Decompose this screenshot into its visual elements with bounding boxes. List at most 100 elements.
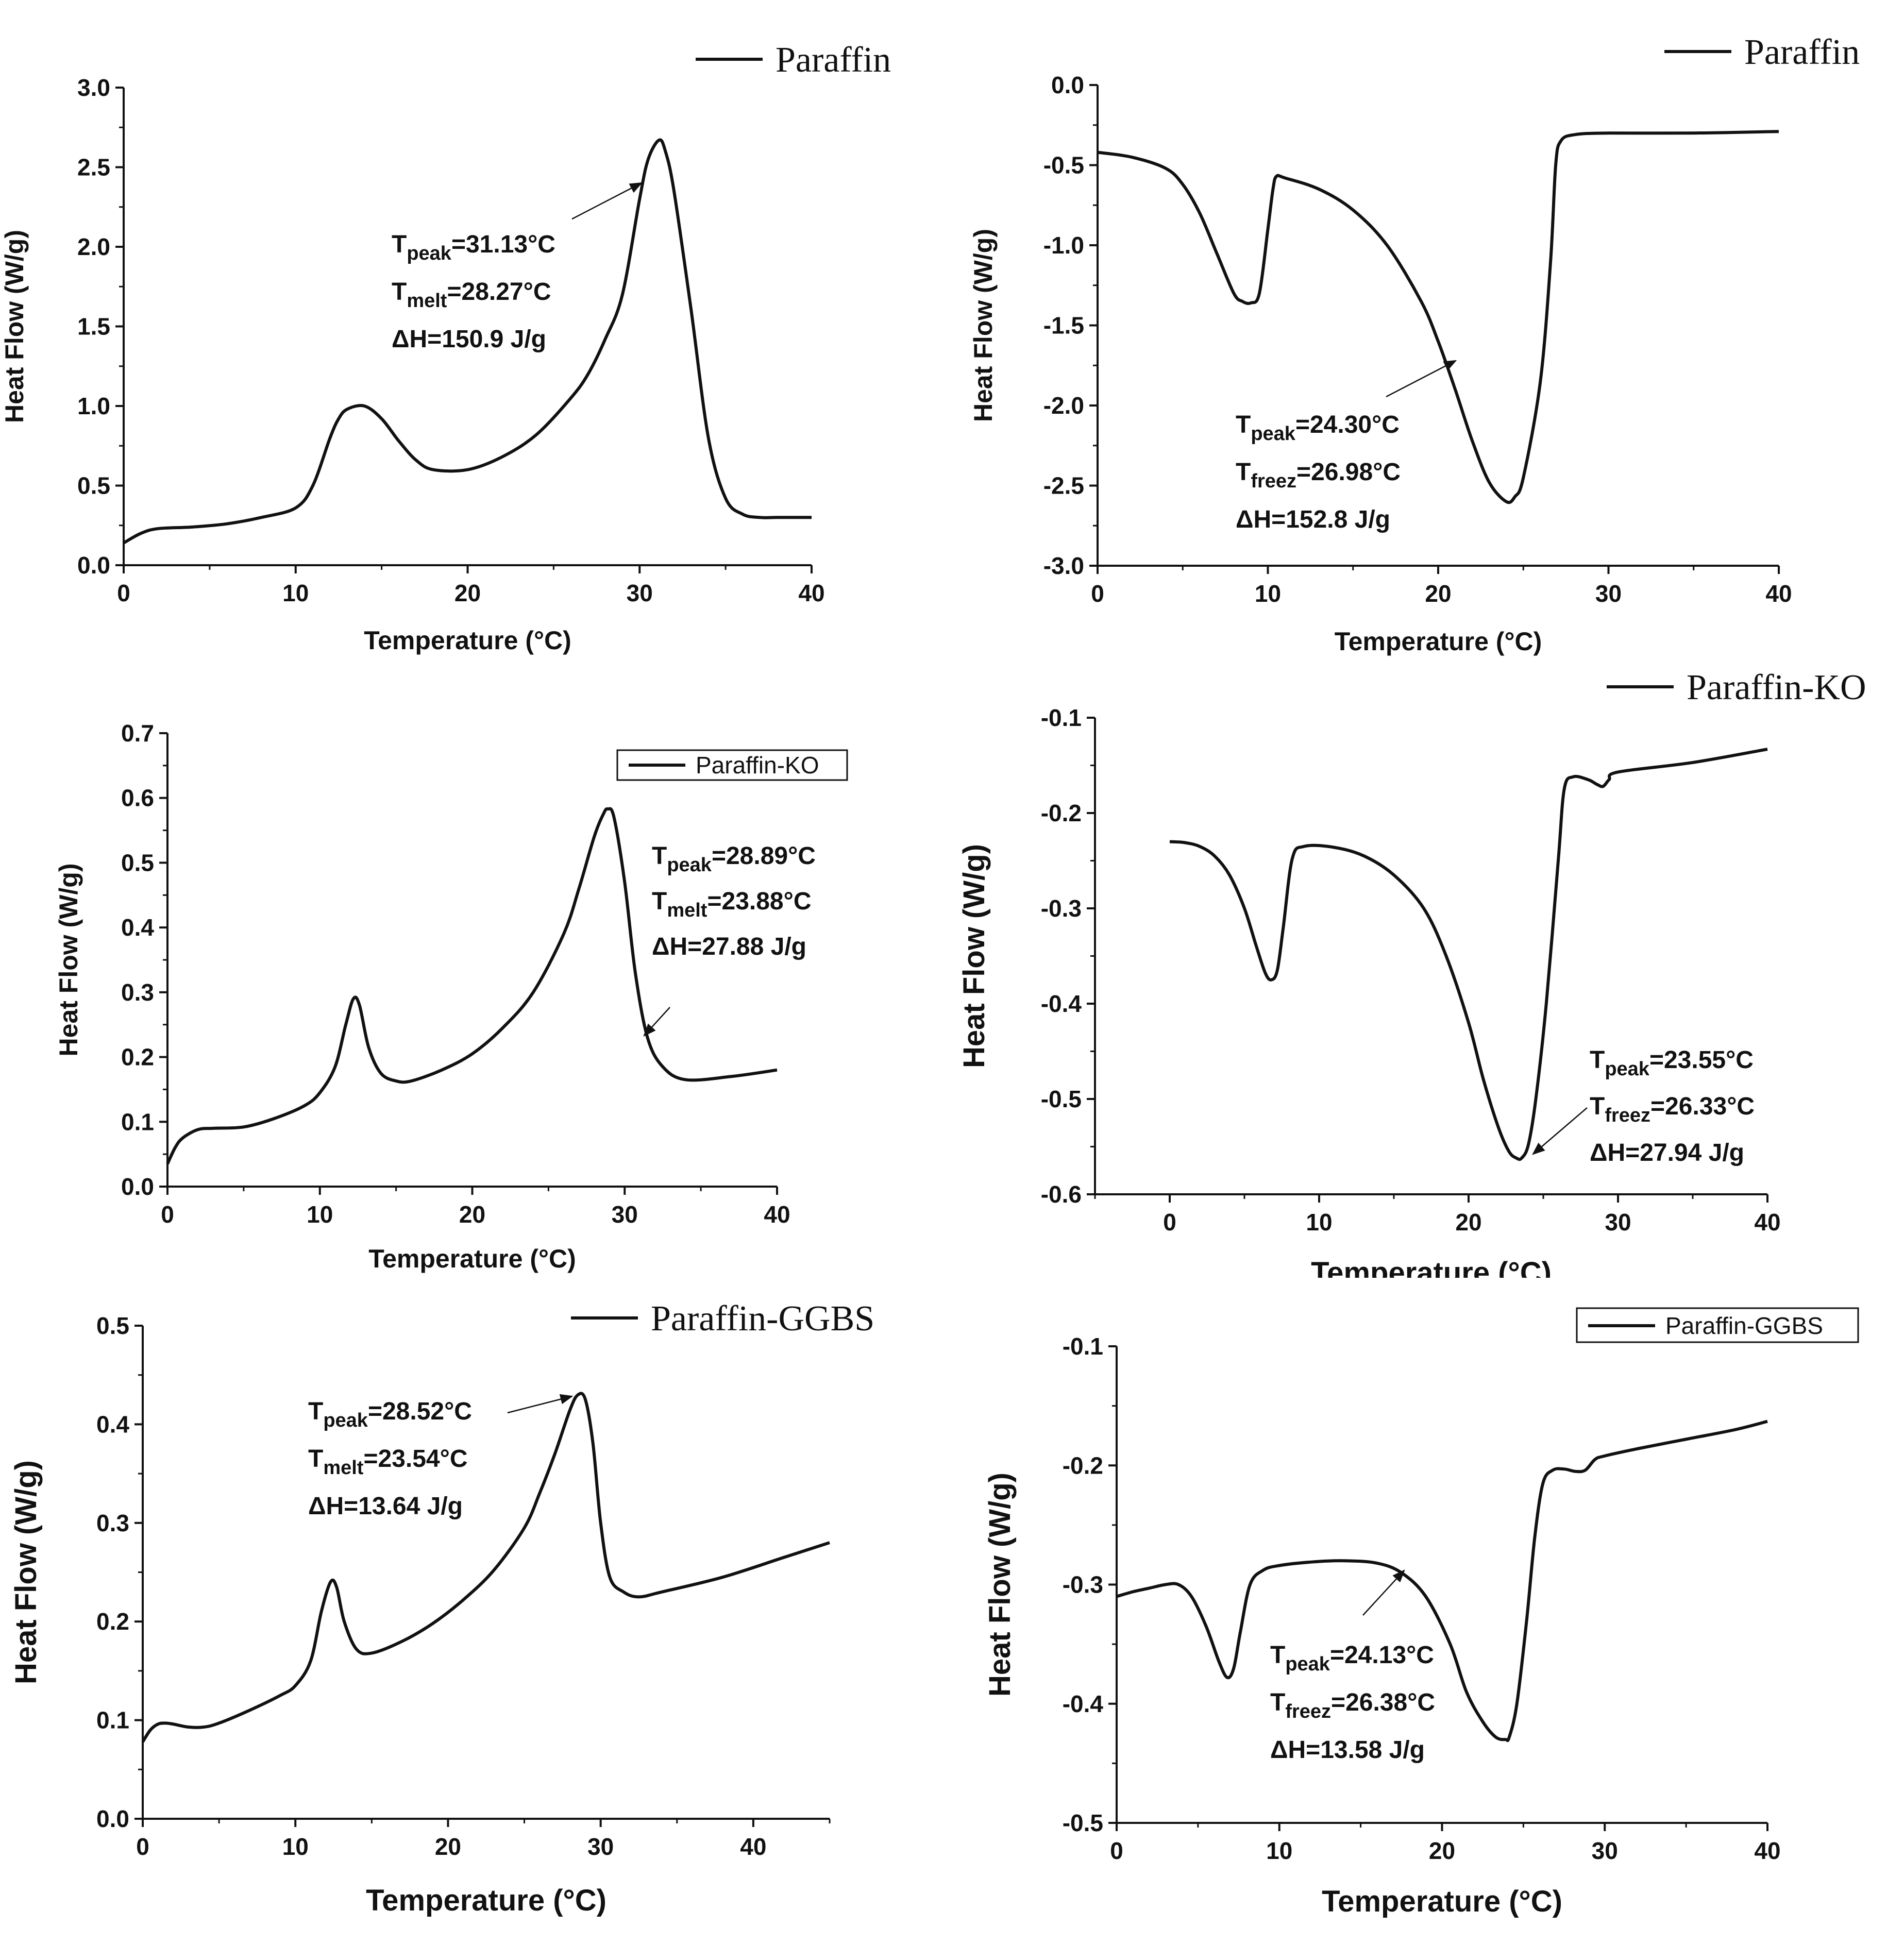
legend-label: Paraffin (1744, 32, 1860, 72)
series-line (1169, 748, 1768, 1161)
y-tick-label: 0.0 (96, 1805, 129, 1832)
annotation: Tpeak=24.13°C Tfreez=26.38°C ΔH=13.58 J/g (1270, 1642, 1435, 1764)
annotation-enthalpy: ΔH=13.64 J/g (308, 1493, 463, 1520)
y-axis-title: Heat Flow (W/g) (0, 230, 29, 423)
x-tick-label: 0 (1110, 1837, 1123, 1864)
y-tick-label: 0.5 (77, 472, 110, 499)
annotation-arrow (1386, 360, 1457, 398)
x-tick-label: 40 (1765, 580, 1792, 607)
y-tick-label: 0.5 (96, 1312, 129, 1339)
x-tick-label: 30 (1595, 580, 1622, 607)
legend: Paraffin (1664, 32, 1860, 72)
legend: Paraffin (696, 40, 891, 80)
y-tick-label: -2.5 (1043, 472, 1084, 499)
annotation: Tpeak=24.30°C Tfreez=26.98°C ΔH=152.8 J/g (1236, 411, 1401, 533)
legend: Paraffin-GGBS (571, 1299, 874, 1339)
x-tick-label: 20 (459, 1201, 485, 1228)
annotation-transition: Tmelt=23.88°C (652, 888, 811, 921)
y-tick-label: -0.3 (1041, 895, 1082, 922)
y-tick-label: 0.1 (96, 1707, 129, 1734)
chart-panel-paraffin-ko-cooling: -0.6 -0.5 -0.4 -0.3 -0.2 -0.1 0 10 20 30 40 Tempera… (957, 670, 1866, 1278)
y-tick-label: -0.2 (1063, 1452, 1103, 1479)
series-line (166, 807, 778, 1165)
y-tick-label: -1.0 (1043, 232, 1084, 259)
annotation: Tpeak=28.89°C Tmelt=23.88°C ΔH=27.88 J/g (652, 842, 816, 960)
annotation-peak: Tpeak=24.30°C (1236, 411, 1400, 445)
y-tick-label: 0.0 (1051, 72, 1084, 98)
annotation-enthalpy: ΔH=13.58 J/g (1270, 1736, 1425, 1764)
x-tick-label: 20 (454, 580, 481, 606)
chart-panel-paraffin-ggbs-cooling: -0.5 -0.4 -0.3 -0.2 -0.1 0 10 20 30 40 Temperature… (983, 1307, 1859, 1918)
x-tick-label: 0 (136, 1833, 149, 1860)
x-tick-label: 30 (612, 1201, 638, 1228)
annotation-arrow (1362, 1569, 1405, 1616)
legend-label: Paraffin (776, 40, 891, 80)
y-tick-label: 0.0 (77, 552, 110, 579)
annotation: Tpeak=31.13°C Tmelt=28.27°C ΔH=150.9 J/g (392, 231, 555, 353)
legend: Paraffin-KO (1607, 670, 1866, 707)
x-axis-title: Temperature (°C) (1335, 627, 1542, 656)
y-tick-label: 0.3 (96, 1510, 129, 1536)
x-tick-label: 0 (161, 1201, 174, 1228)
annotation-enthalpy: ΔH=27.88 J/g (652, 933, 806, 960)
y-tick-label: -0.1 (1063, 1333, 1103, 1360)
y-tick-label: 0.6 (121, 785, 154, 811)
x-tick-label: 10 (282, 1833, 309, 1860)
x-tick-label: 20 (1429, 1837, 1455, 1864)
x-tick-label: 10 (1266, 1837, 1292, 1864)
x-tick-label: 30 (627, 580, 653, 606)
x-tick-label: 40 (740, 1833, 766, 1860)
y-tick-label: 0.3 (121, 979, 154, 1006)
series-line (123, 138, 812, 545)
y-tick-label: -0.4 (1041, 990, 1082, 1017)
chart-panel-paraffin-cooling: -3.0 -2.5 -2.0 -1.5 -1.0 -0.5 0.0 0 10 20 30 40 Temp… (969, 32, 1860, 656)
y-tick-label: 2.5 (77, 154, 110, 181)
annotation-transition: Tmelt=28.27°C (392, 278, 551, 312)
annotation-peak: Tpeak=28.89°C (652, 842, 816, 876)
legend-label: Paraffin-KO (1687, 670, 1866, 707)
legend: Paraffin-KO (616, 749, 848, 781)
y-tick-label: -0.5 (1041, 1086, 1082, 1112)
annotation-peak: Tpeak=23.55°C (1590, 1046, 1754, 1080)
x-tick-label: 10 (282, 580, 309, 606)
x-tick-label: 0 (1091, 580, 1104, 607)
x-tick-label: 0 (1163, 1209, 1176, 1236)
annotation-arrow (507, 1394, 574, 1414)
y-tick-label: 0.2 (96, 1608, 129, 1635)
y-axis-title: Heat Flow (W/g) (9, 1460, 43, 1684)
annotation-peak: Tpeak=24.13°C (1270, 1642, 1434, 1675)
y-tick-label: -0.5 (1043, 152, 1084, 179)
y-tick-label: -0.3 (1063, 1571, 1103, 1598)
x-tick-label: 20 (1455, 1209, 1481, 1236)
x-tick-label: 10 (1255, 580, 1281, 607)
chart-panel-paraffin-heating: 0.0 0.5 1.0 1.5 2.0 2.5 3.0 0 10 20 30 40 Temperatur… (0, 40, 891, 655)
y-tick-label: 0.0 (121, 1173, 154, 1200)
y-tick-label: 1.5 (77, 313, 110, 340)
y-tick-label: 0.1 (121, 1108, 154, 1135)
x-tick-label: 10 (307, 1201, 333, 1228)
y-tick-label: -0.6 (1041, 1181, 1082, 1208)
y-tick-label: -0.4 (1063, 1690, 1104, 1717)
chart-panel-paraffin-ko-heating: 0.0 0.1 0.2 0.3 0.4 0.5 0.6 0.7 0 10 20 30 40 Tempera… (54, 720, 848, 1273)
chart-panel-paraffin-ggbs-heating: 0.0 0.1 0.2 0.3 0.4 0.5 0 10 20 30 40 Temperature (… (9, 1299, 874, 1917)
y-tick-label: -0.1 (1041, 704, 1082, 731)
y-axis-title: Heat Flow (W/g) (957, 844, 991, 1068)
x-tick-label: 20 (1425, 580, 1451, 607)
x-tick-label: 40 (798, 580, 824, 606)
annotation-enthalpy: ΔH=150.9 J/g (392, 326, 546, 353)
annotation-enthalpy: ΔH=27.94 J/g (1590, 1139, 1744, 1166)
x-axis-title: Temperature (°C) (364, 626, 571, 655)
y-tick-label: 1.0 (77, 393, 110, 419)
legend-label: Paraffin-GGBS (651, 1299, 874, 1339)
x-tick-label: 30 (1605, 1209, 1631, 1236)
x-tick-label: 40 (1754, 1209, 1780, 1236)
y-tick-label: -2.0 (1043, 392, 1084, 419)
annotation: Tpeak=28.52°C Tmelt=23.54°C ΔH=13.64 J/g (308, 1398, 472, 1520)
x-tick-label: 30 (587, 1833, 614, 1860)
y-tick-label: 0.7 (121, 720, 154, 747)
legend-label: Paraffin-GGBS (1665, 1312, 1823, 1339)
y-tick-label: 0.5 (121, 849, 154, 876)
y-tick-label: 3.0 (77, 74, 110, 101)
y-tick-label: 0.4 (96, 1411, 129, 1437)
